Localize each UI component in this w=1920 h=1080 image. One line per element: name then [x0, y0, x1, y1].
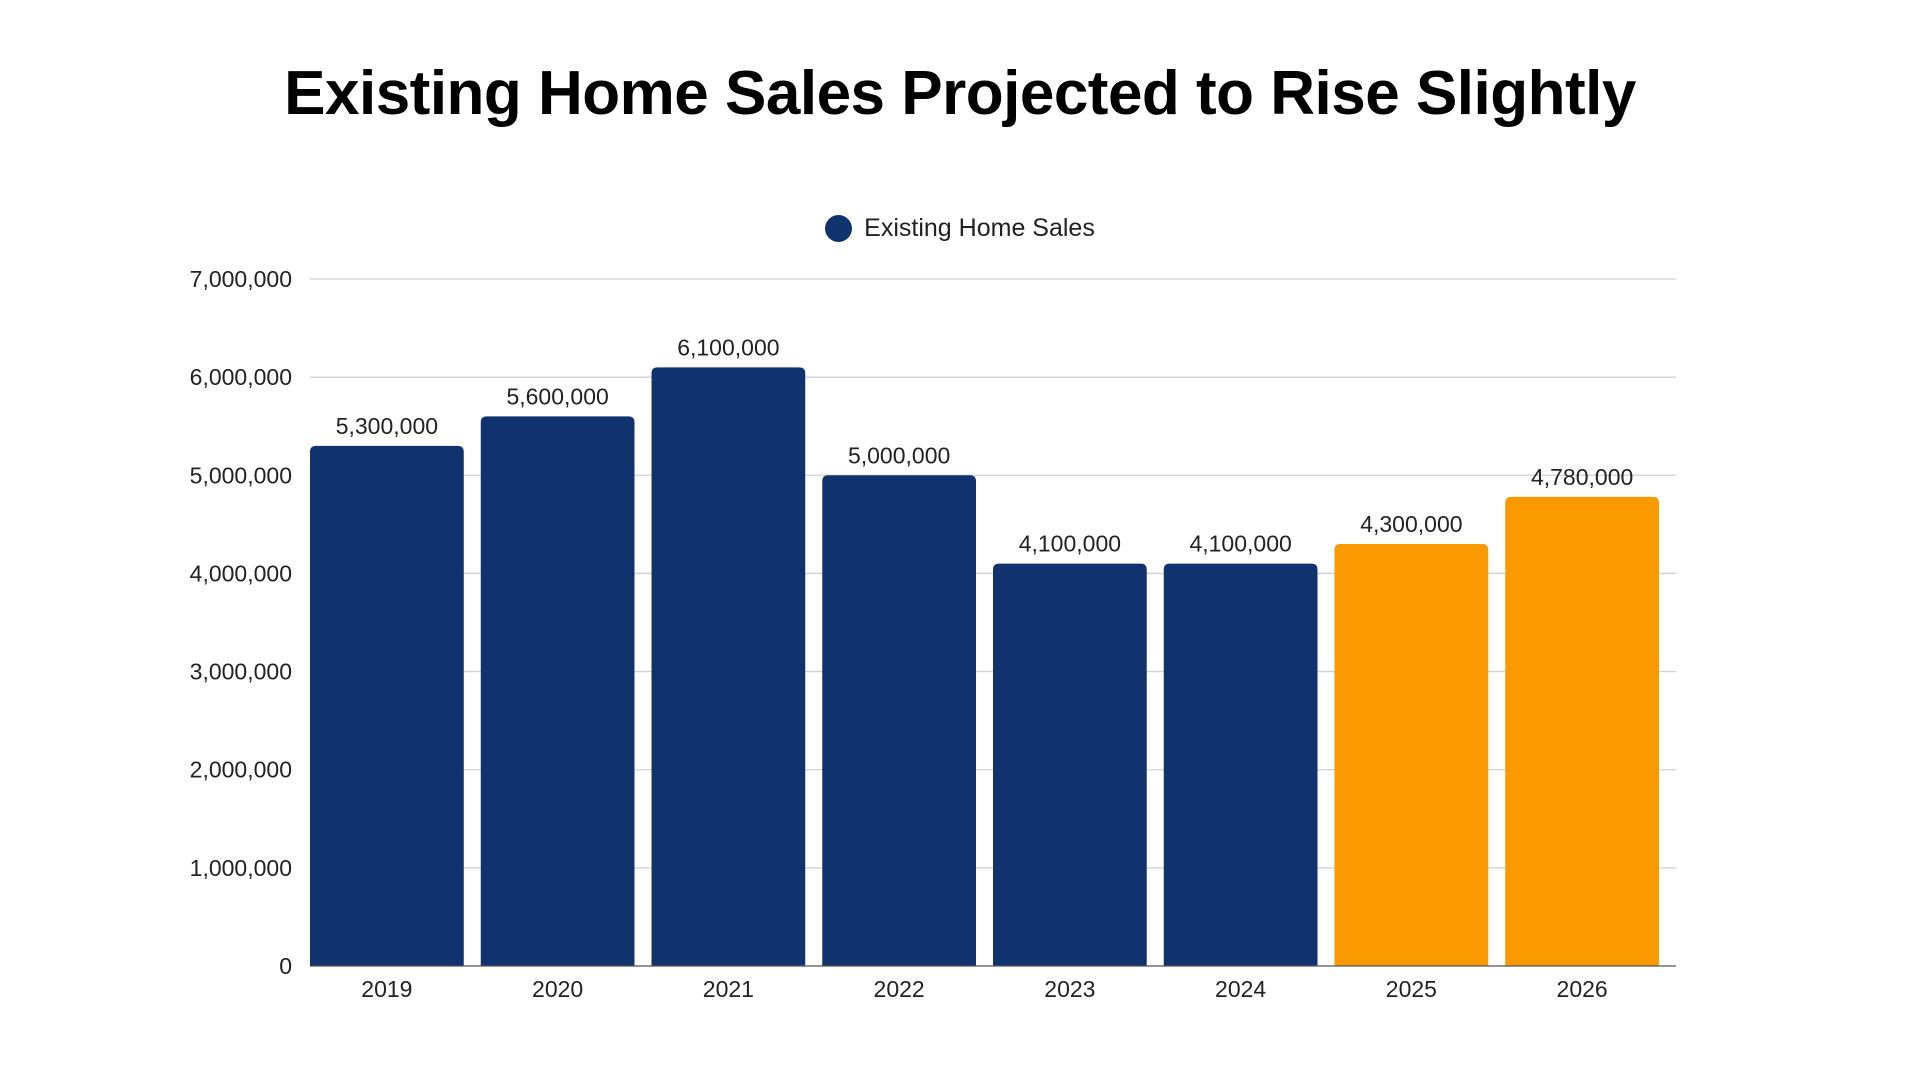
bar-2019: [310, 445, 464, 966]
x-tick-label: 2026: [1557, 976, 1608, 1002]
x-tick-label: 2022: [874, 976, 925, 1002]
data-label: 5,300,000: [336, 413, 438, 439]
bar-2022: [822, 475, 976, 966]
y-tick-label: 5,000,000: [190, 462, 292, 488]
chart-title: Existing Home Sales Projected to Rise Sl…: [284, 59, 1636, 128]
y-tick-label: 0: [279, 953, 292, 979]
y-tick-label: 4,000,000: [190, 560, 292, 586]
data-label: 4,100,000: [1189, 531, 1291, 557]
bar-2023: [993, 563, 1147, 966]
data-label: 4,300,000: [1360, 511, 1462, 537]
data-label: 6,100,000: [677, 334, 779, 360]
bar-2026: [1505, 496, 1659, 966]
legend-marker: [825, 215, 853, 242]
bar-2025: [1334, 543, 1489, 966]
x-tick-label: 2023: [1044, 976, 1095, 1002]
x-tick-label: 2020: [532, 976, 583, 1002]
data-label: 5,600,000: [506, 383, 608, 409]
data-label: 4,780,000: [1531, 464, 1633, 490]
data-label: 4,100,000: [1019, 531, 1121, 557]
y-tick-label: 3,000,000: [190, 659, 292, 685]
bar-2021: [651, 367, 806, 966]
y-tick-label: 6,000,000: [190, 364, 292, 390]
bar-2020: [480, 416, 635, 966]
legend: Existing Home Sales: [0, 214, 1920, 243]
bar-2024: [1163, 563, 1318, 966]
legend-label: Existing Home Sales: [864, 214, 1095, 242]
x-tick-label: 2025: [1386, 976, 1437, 1002]
data-label: 5,000,000: [848, 442, 950, 468]
y-tick-label: 7,000,000: [190, 266, 292, 292]
x-tick-label: 2024: [1215, 976, 1266, 1002]
y-tick-label: 1,000,000: [190, 855, 292, 881]
x-tick-label: 2019: [361, 976, 412, 1002]
x-tick-label: 2021: [703, 976, 754, 1002]
y-tick-label: 2,000,000: [190, 757, 292, 783]
